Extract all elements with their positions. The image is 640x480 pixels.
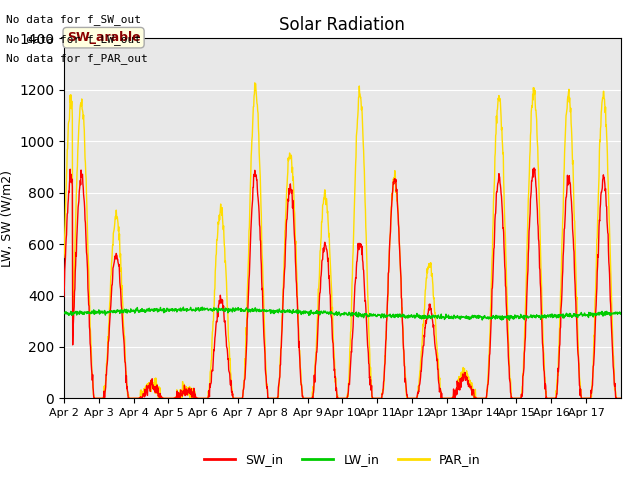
Text: No data for f_SW_out: No data for f_SW_out bbox=[6, 14, 141, 25]
Title: Solar Radiation: Solar Radiation bbox=[280, 16, 405, 34]
Y-axis label: LW, SW (W/m2): LW, SW (W/m2) bbox=[1, 170, 13, 267]
Text: SW_arable: SW_arable bbox=[67, 31, 140, 44]
Text: No data for f_PAR_out: No data for f_PAR_out bbox=[6, 53, 148, 64]
Text: No data for f_LW_out: No data for f_LW_out bbox=[6, 34, 141, 45]
Legend: SW_in, LW_in, PAR_in: SW_in, LW_in, PAR_in bbox=[199, 448, 486, 471]
